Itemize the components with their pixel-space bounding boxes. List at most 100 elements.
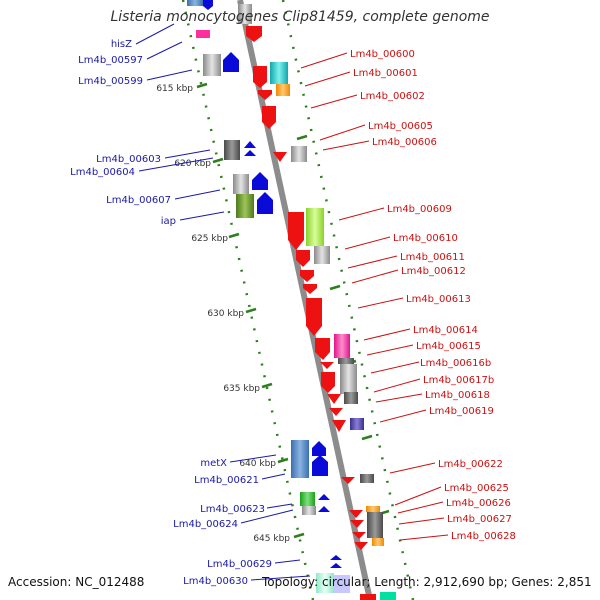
- gene-arrow[interactable]: [320, 362, 334, 369]
- gene-label[interactable]: Lm4b_00625: [444, 483, 509, 494]
- gene-label[interactable]: Lm4b_00613: [406, 294, 471, 305]
- gene-arrow[interactable]: [332, 420, 346, 432]
- gene-box[interactable]: [238, 4, 252, 24]
- gene-label[interactable]: Lm4b_00619: [429, 406, 494, 417]
- gene-label[interactable]: Lm4b_00602: [360, 91, 425, 102]
- gene-label[interactable]: Lm4b_00612: [401, 266, 466, 277]
- gene-label[interactable]: Lm4b_00599: [78, 76, 143, 87]
- gene-arrow[interactable]: [350, 520, 364, 528]
- gene-label[interactable]: iap: [161, 216, 176, 227]
- leader-line: [338, 207, 385, 221]
- gene-label[interactable]: Lm4b_00605: [368, 121, 433, 132]
- leader-line: [300, 52, 348, 69]
- gene-arrow[interactable]: [262, 106, 276, 129]
- gene-label[interactable]: Lm4b_00630: [183, 576, 248, 587]
- gene-label[interactable]: Lm4b_00629: [207, 559, 272, 570]
- gene-box[interactable]: [300, 492, 315, 506]
- gene-label[interactable]: Lm4b_00626: [446, 498, 511, 509]
- gene-arrow[interactable]: [360, 594, 376, 600]
- scale-tick: [329, 284, 341, 291]
- gene-box[interactable]: [334, 575, 350, 593]
- scale-tick: [296, 134, 308, 141]
- gene-box[interactable]: [291, 440, 309, 478]
- gene-box[interactable]: [360, 474, 374, 483]
- gene-box[interactable]: [276, 84, 290, 96]
- gene-arrow[interactable]: [244, 141, 256, 156]
- gene-box[interactable]: [270, 62, 288, 84]
- gene-label[interactable]: hisZ: [111, 39, 132, 50]
- gene-box[interactable]: [314, 246, 330, 264]
- gene-label[interactable]: Lm4b_00616b: [420, 358, 491, 369]
- gene-arrow[interactable]: [258, 90, 272, 100]
- gene-box[interactable]: [316, 573, 334, 593]
- gene-label[interactable]: metX: [200, 458, 227, 469]
- gene-label[interactable]: Lm4b_00607: [106, 195, 171, 206]
- gene-arrow[interactable]: [303, 284, 317, 294]
- gene-arrow[interactable]: [300, 270, 314, 282]
- gene-label[interactable]: Lm4b_00622: [438, 459, 503, 470]
- gene-box[interactable]: [187, 0, 203, 6]
- gene-arrow[interactable]: [315, 338, 330, 360]
- gene-label[interactable]: Lm4b_00604: [70, 167, 135, 178]
- gene-box[interactable]: [306, 208, 324, 246]
- gene-arrow[interactable]: [327, 394, 341, 404]
- gene-arrow[interactable]: [288, 212, 304, 250]
- leader-line: [389, 462, 436, 474]
- gene-label[interactable]: Lm4b_00618: [425, 390, 490, 401]
- gene-arrow[interactable]: [318, 494, 330, 512]
- gene-box[interactable]: [334, 334, 350, 358]
- gene-arrow[interactable]: [312, 441, 328, 476]
- scale-tick: [261, 382, 273, 389]
- gene-label[interactable]: Lm4b_00610: [393, 233, 458, 244]
- gene-box[interactable]: [291, 146, 307, 162]
- gene-box[interactable]: [302, 506, 316, 515]
- gene-label[interactable]: Lm4b_00628: [451, 531, 516, 542]
- gene-label[interactable]: Lm4b_00606: [372, 137, 437, 148]
- gene-label[interactable]: Lm4b_00624: [173, 519, 238, 530]
- gene-arrow[interactable]: [352, 532, 366, 539]
- gene-box[interactable]: [340, 364, 357, 394]
- gene-arrow[interactable]: [321, 372, 335, 393]
- gene-label[interactable]: Lm4b_00601: [353, 68, 418, 79]
- gene-box[interactable]: [367, 512, 383, 538]
- gene-box[interactable]: [372, 538, 384, 546]
- gene-box[interactable]: [196, 30, 210, 38]
- gene-box[interactable]: [203, 54, 221, 76]
- gene-box[interactable]: [224, 140, 240, 160]
- gene-label[interactable]: Lm4b_00597: [78, 55, 143, 66]
- gene-label[interactable]: Lm4b_00621: [194, 475, 259, 486]
- gene-arrow[interactable]: [252, 172, 268, 190]
- gene-label[interactable]: Lm4b_00609: [387, 204, 452, 215]
- gene-box[interactable]: [344, 392, 358, 404]
- gene-arrow[interactable]: [349, 510, 363, 518]
- gene-box[interactable]: [380, 592, 396, 600]
- gene-arrow[interactable]: [354, 542, 368, 550]
- gene-box[interactable]: [236, 194, 254, 218]
- leader-line: [373, 378, 421, 393]
- gene-label[interactable]: Lm4b_00611: [400, 252, 465, 263]
- gene-label[interactable]: Lm4b_00603: [96, 154, 161, 165]
- gene-arrow[interactable]: [253, 66, 267, 88]
- gene-label[interactable]: Lm4b_00614: [413, 325, 478, 336]
- gene-arrow[interactable]: [223, 52, 239, 72]
- gene-label[interactable]: Lm4b_00617b: [423, 375, 494, 386]
- gene-box[interactable]: [366, 506, 380, 512]
- gene-label[interactable]: Lm4b_00623: [200, 504, 265, 515]
- gene-arrow[interactable]: [257, 192, 273, 214]
- gene-arrow[interactable]: [330, 555, 342, 568]
- gene-label[interactable]: Lm4b_00627: [447, 514, 512, 525]
- gene-label[interactable]: Lm4b_00600: [350, 49, 415, 60]
- gene-box[interactable]: [233, 174, 249, 194]
- leader-line: [146, 41, 183, 60]
- gene-arrow[interactable]: [306, 298, 322, 336]
- gene-label[interactable]: Lm4b_00615: [416, 341, 481, 352]
- leader-line: [399, 534, 449, 541]
- gene-arrow[interactable]: [203, 0, 213, 10]
- gene-box[interactable]: [338, 358, 354, 364]
- gene-arrow[interactable]: [329, 408, 343, 416]
- gene-arrow[interactable]: [341, 477, 355, 484]
- gene-box[interactable]: [350, 418, 364, 430]
- gene-arrow[interactable]: [273, 152, 287, 162]
- gene-arrow[interactable]: [246, 26, 262, 42]
- gene-arrow[interactable]: [296, 250, 310, 267]
